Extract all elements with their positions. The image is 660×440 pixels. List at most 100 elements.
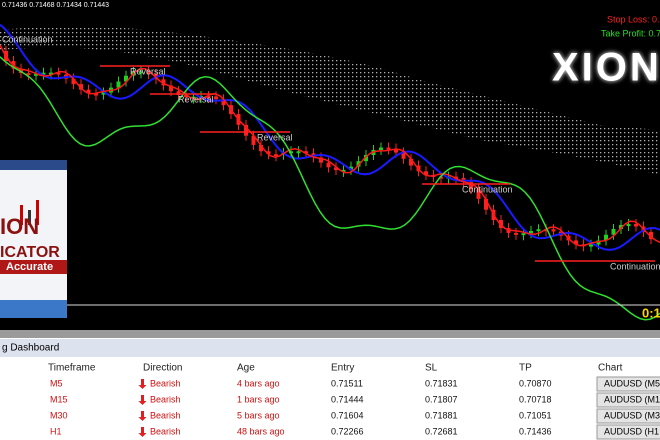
candle [401,152,406,159]
box-face [0,160,67,318]
column-header: Timeframe [48,363,96,374]
cell: Bearish [150,378,181,388]
cell: Bearish [150,410,181,420]
candle [334,167,338,171]
chart-button[interactable] [596,408,660,424]
column-header: TP [519,363,532,374]
candle [34,73,38,76]
candle [356,161,361,167]
stop-loss: Stop Loss: 0.7 [607,14,660,24]
candle [409,158,413,166]
cell: 4 bars ago [237,378,280,388]
chart-button-label: AUDUSD (M5 [604,378,660,388]
candle [349,166,353,170]
candle [191,96,196,99]
column-header: Age [237,363,255,374]
candle [394,148,398,153]
candle [341,169,346,172]
candle [266,151,271,155]
candle [161,79,166,86]
cell: Bearish [150,426,181,436]
signal-label: Reversal [178,94,214,104]
candle [101,92,106,95]
chart-button[interactable] [596,376,660,392]
candle [551,229,556,232]
box-title: ION [0,214,39,239]
quote: 0.71436 0.71468 0.71434 0.71443 [2,2,109,9]
column-header: SL [425,363,438,374]
box-bottom [0,300,67,318]
cell: 0.71831 [425,378,458,388]
candle [386,147,391,150]
signal-label: Reversal [257,132,293,142]
chart-button[interactable] [596,424,660,440]
candle [259,144,263,152]
candle [574,240,578,245]
candle [206,95,211,98]
ichimoku-cloud [0,26,660,175]
candle [424,171,428,176]
candle [251,135,256,145]
indicator-line [0,44,660,247]
candle [469,182,473,190]
box-subtitle: ICATOR [0,244,60,261]
candle [296,151,301,154]
product-box: ION ICATOR Accurate [0,160,67,318]
candle [184,95,188,98]
cell: 0.71444 [331,394,364,404]
candle [364,154,368,162]
candle [49,72,53,75]
indicator-line [0,56,660,321]
candle [169,85,173,92]
candle [476,189,481,199]
candle [56,72,61,75]
candle [26,73,31,76]
cell: 1 bars ago [237,394,280,404]
candle [454,176,458,179]
candle [521,233,526,236]
candle [499,220,503,229]
candle [649,232,653,240]
chart-button-label: AUDUSD (H1 [604,426,659,436]
candle [94,93,98,96]
icon [28,210,31,225]
chart-button-label: AUDUSD (M15 [604,394,660,404]
cell: M15 [50,394,68,404]
candle [214,96,218,100]
cell: 0.72266 [331,426,364,436]
down-arrow [138,379,147,389]
cell: 0.71051 [519,410,552,420]
candle [596,240,601,245]
cell: 0.71807 [425,394,458,404]
take-profit: Take Profit: 0.7 [601,28,660,38]
candle [176,91,181,96]
cell: Bearish [150,394,181,404]
candle [379,147,383,150]
candle [244,124,248,136]
down-arrow [138,395,147,405]
box-banner [0,260,67,274]
icon [36,200,39,225]
panel-border [0,330,660,338]
cell: 0.70870 [519,378,552,388]
chart-button[interactable] [596,392,660,408]
candle [529,230,533,234]
icon [20,205,23,225]
candle [124,75,128,82]
candle [604,234,608,241]
timer: 0:1 [642,305,660,320]
cell: 48 bars ago [237,426,285,436]
candle [319,157,323,163]
signal-label: Reversal [130,66,166,76]
candle [86,89,91,94]
cell: H1 [50,426,62,436]
candle [514,232,518,235]
cell: 0.71511 [331,378,363,388]
candle [634,223,638,227]
candle [274,154,278,157]
candle [626,223,631,226]
cell: 0.71881 [425,410,458,420]
signal-label: Continuation [610,261,660,271]
column-header: Chart [598,363,623,374]
candle [589,244,593,247]
